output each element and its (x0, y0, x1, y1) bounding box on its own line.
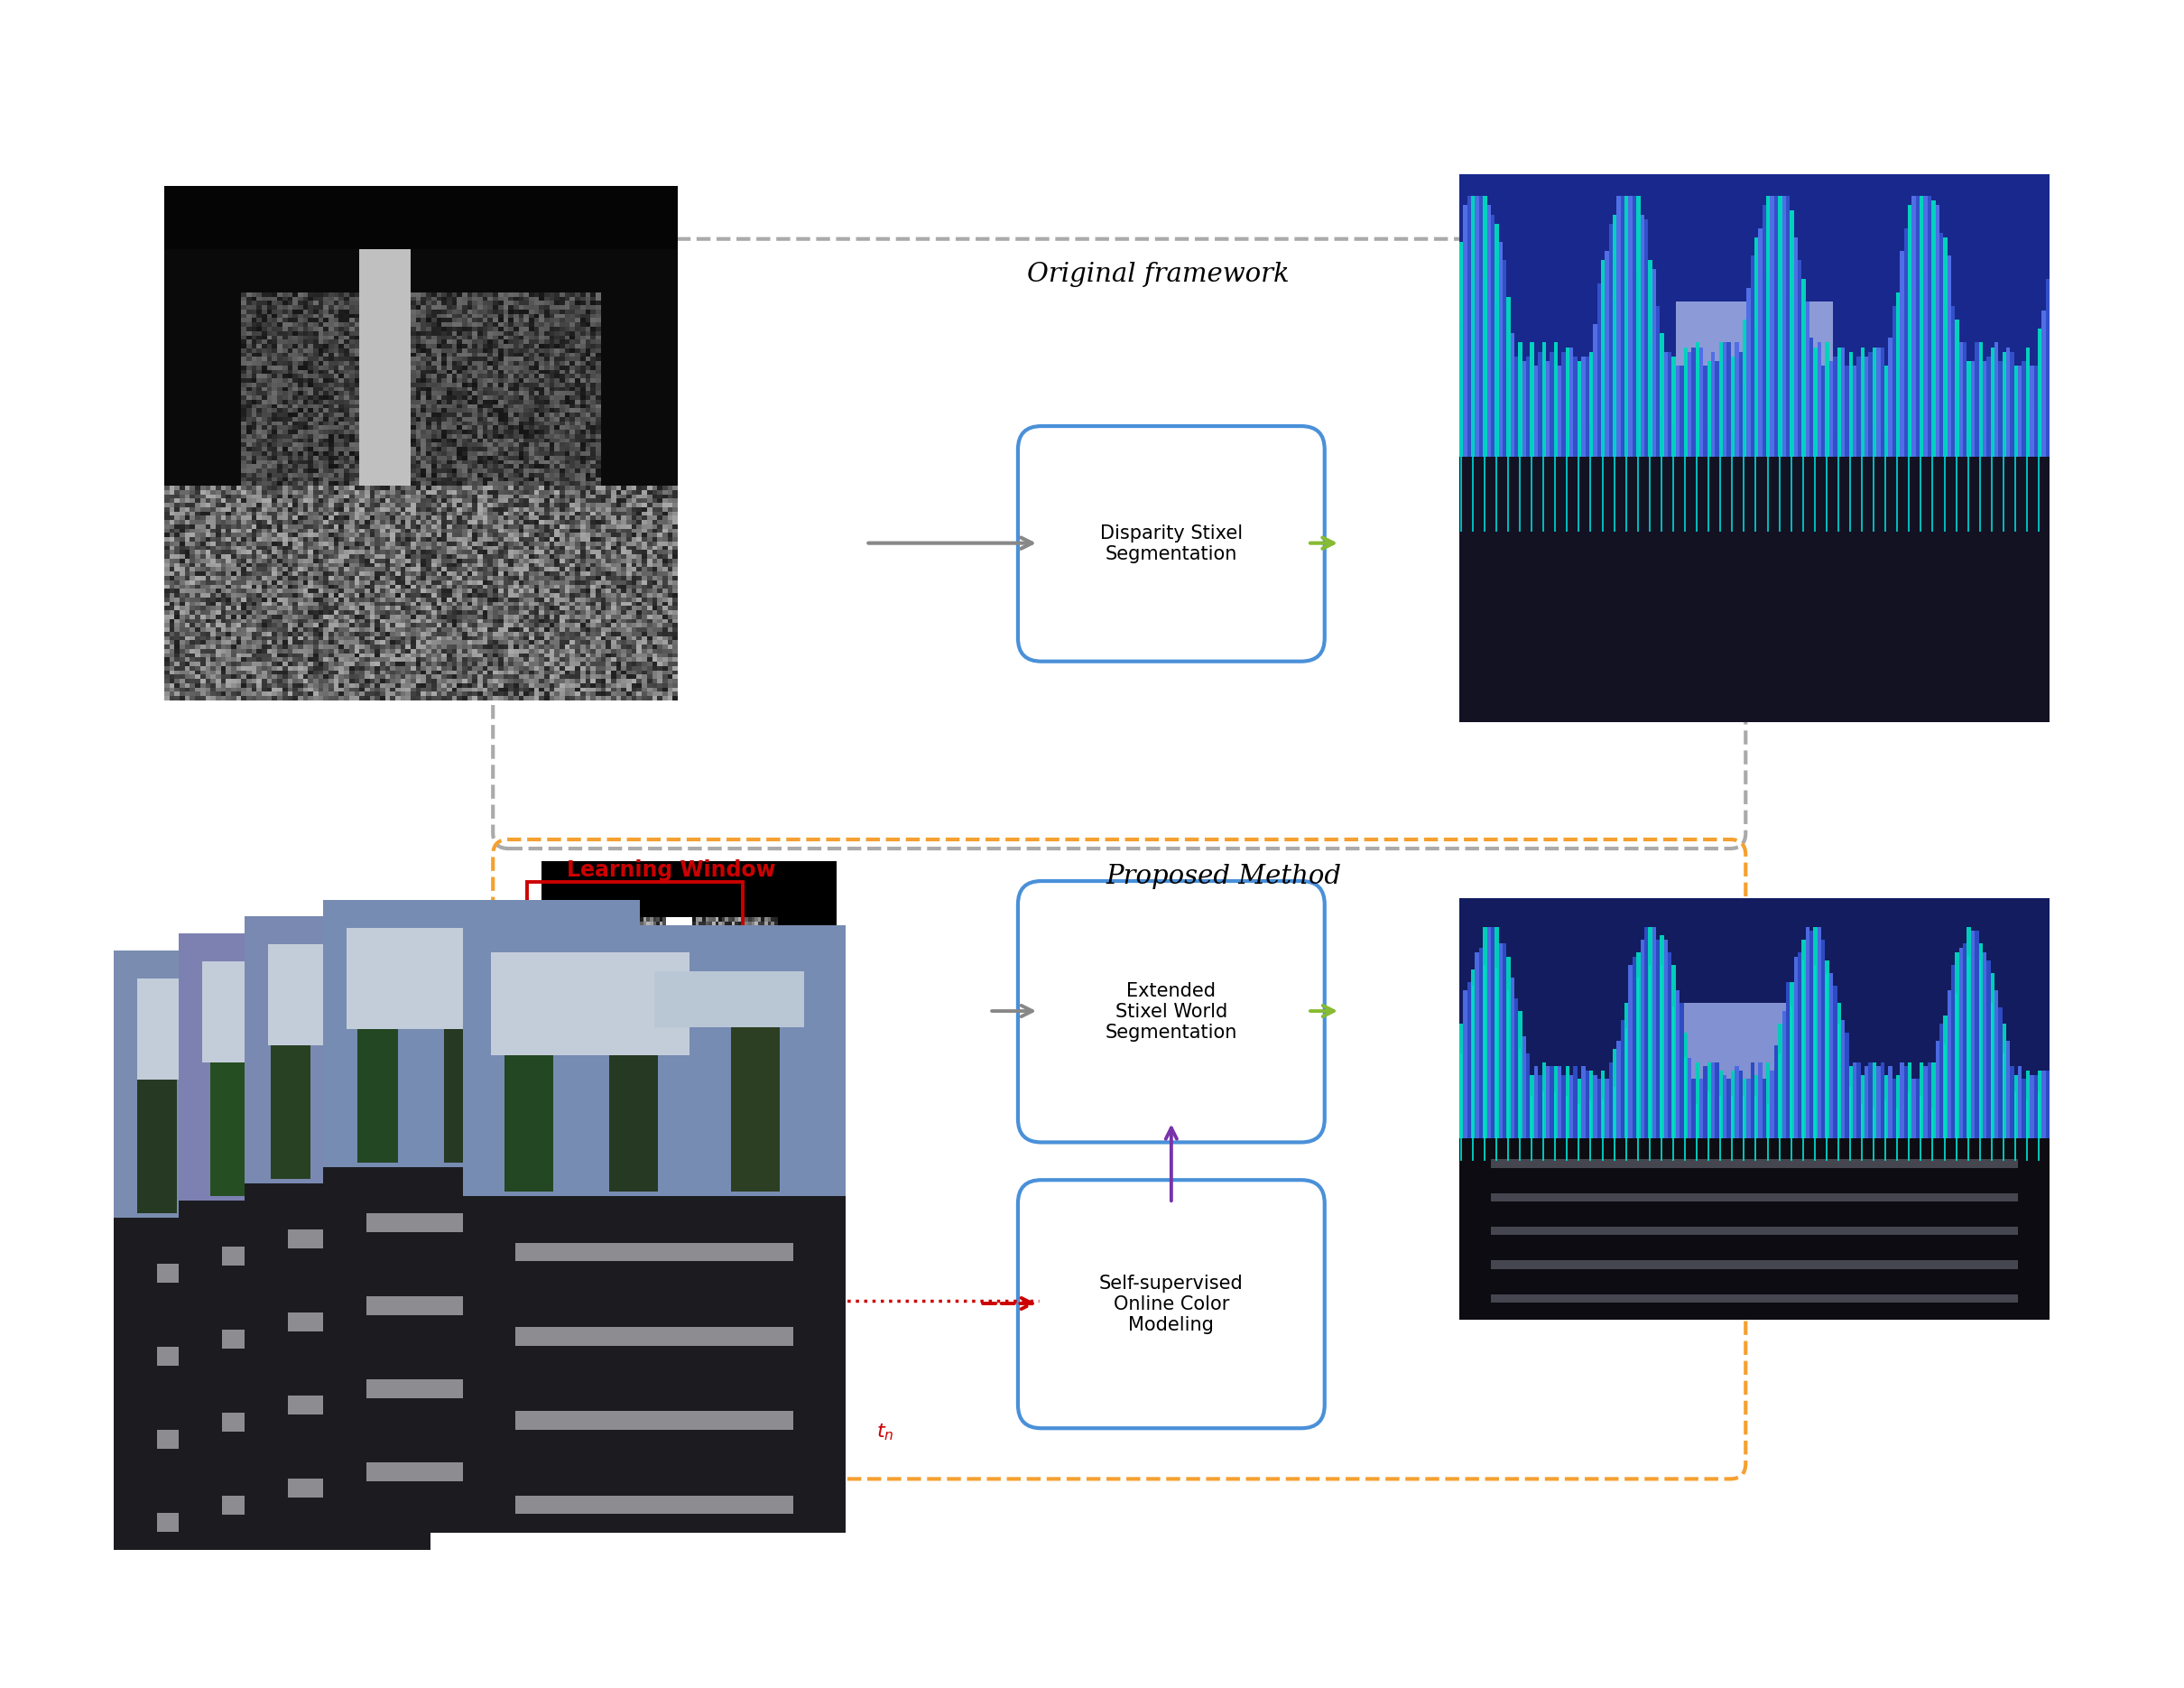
Text: ...: ... (668, 1421, 688, 1440)
Text: Self-supervised
Online Color
Modeling: Self-supervised Online Color Modeling (1099, 1274, 1243, 1334)
FancyBboxPatch shape (1018, 1180, 1326, 1428)
Text: Disparity Stixel
Segmentation: Disparity Stixel Segmentation (1101, 525, 1243, 564)
FancyBboxPatch shape (1018, 425, 1326, 662)
Text: Extended
Stixel World
Segmentation: Extended Stixel World Segmentation (1105, 982, 1238, 1041)
Text: Learning Window: Learning Window (566, 859, 775, 881)
Text: $t_{n-60}$: $t_{n-60}$ (566, 1421, 620, 1442)
Text: $t_{n-1}$: $t_{n-1}$ (727, 1421, 771, 1442)
Text: $t_{n}$: $t_{n}$ (876, 1421, 893, 1442)
FancyBboxPatch shape (1018, 881, 1326, 1143)
Text: Original framework: Original framework (1026, 262, 1289, 287)
Text: Proposed Method: Proposed Method (1105, 864, 1341, 890)
